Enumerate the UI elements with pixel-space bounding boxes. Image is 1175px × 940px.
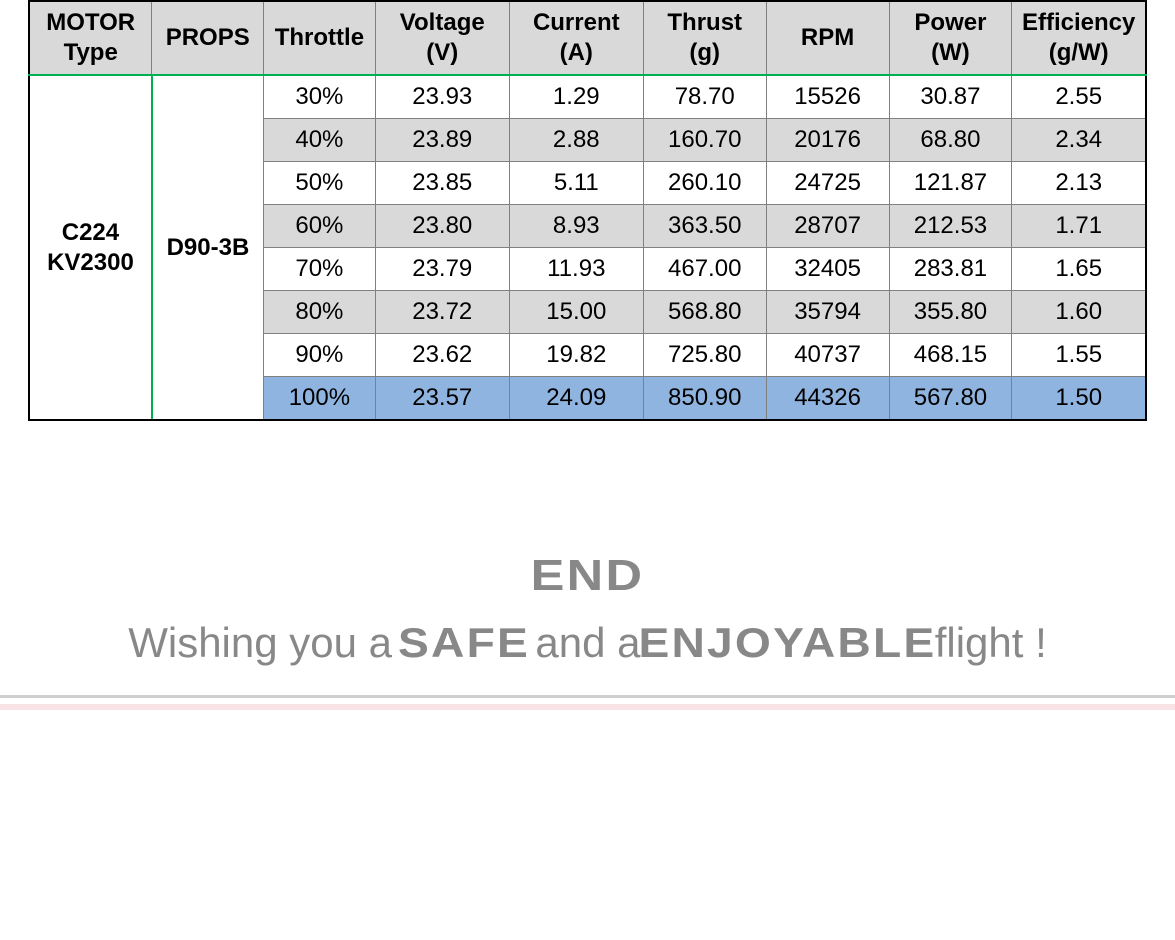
footer-block: END Wishing you a SAFE and a ENJOYABLE f… bbox=[0, 551, 1175, 667]
cell-thrust: 725.80 bbox=[643, 334, 766, 377]
cell-rpm: 24725 bbox=[766, 162, 889, 205]
cell-throttle: 40% bbox=[264, 119, 376, 162]
cell-thrust: 260.10 bbox=[643, 162, 766, 205]
cell-current: 8.93 bbox=[509, 205, 643, 248]
cell-thrust: 160.70 bbox=[643, 119, 766, 162]
cell-current: 24.09 bbox=[509, 377, 643, 421]
cell-current: 19.82 bbox=[509, 334, 643, 377]
col-header: PROPS bbox=[152, 1, 264, 75]
cell-thrust: 568.80 bbox=[643, 291, 766, 334]
wish-mid: and a bbox=[524, 619, 652, 666]
cell-power: 567.80 bbox=[889, 377, 1012, 421]
rule-pink bbox=[0, 704, 1175, 710]
cell-eff: 2.55 bbox=[1012, 75, 1146, 119]
rule-grey bbox=[0, 695, 1175, 698]
col-header: Efficiency(g/W) bbox=[1012, 1, 1146, 75]
cell-rpm: 44326 bbox=[766, 377, 889, 421]
cell-rpm: 40737 bbox=[766, 334, 889, 377]
cell-power: 355.80 bbox=[889, 291, 1012, 334]
cell-power: 121.87 bbox=[889, 162, 1012, 205]
cell-rpm: 32405 bbox=[766, 248, 889, 291]
cell-thrust: 363.50 bbox=[643, 205, 766, 248]
cell-rpm: 28707 bbox=[766, 205, 889, 248]
cell-power: 283.81 bbox=[889, 248, 1012, 291]
cell-thrust: 467.00 bbox=[643, 248, 766, 291]
cell-eff: 1.50 bbox=[1012, 377, 1146, 421]
cell-power: 468.15 bbox=[889, 334, 1012, 377]
col-header: MOTORType bbox=[29, 1, 152, 75]
cell-power: 212.53 bbox=[889, 205, 1012, 248]
cell-throttle: 90% bbox=[264, 334, 376, 377]
cell-voltage: 23.79 bbox=[375, 248, 509, 291]
cell-current: 11.93 bbox=[509, 248, 643, 291]
cell-eff: 1.71 bbox=[1012, 205, 1146, 248]
cell-current: 1.29 bbox=[509, 75, 643, 119]
cell-throttle: 30% bbox=[264, 75, 376, 119]
cell-voltage: 23.93 bbox=[375, 75, 509, 119]
col-header: Voltage(V) bbox=[375, 1, 509, 75]
cell-voltage: 23.57 bbox=[375, 377, 509, 421]
wish-suffix: flight ! bbox=[923, 619, 1047, 666]
cell-voltage: 23.85 bbox=[375, 162, 509, 205]
cell-voltage: 23.62 bbox=[375, 334, 509, 377]
end-label: END bbox=[531, 551, 645, 601]
wish-prefix: Wishing you a bbox=[128, 619, 403, 666]
wish-enjoy: ENJOYABLE bbox=[639, 619, 937, 667]
cell-current: 5.11 bbox=[509, 162, 643, 205]
col-header: Current(A) bbox=[509, 1, 643, 75]
cell-thrust: 850.90 bbox=[643, 377, 766, 421]
cell-rpm: 35794 bbox=[766, 291, 889, 334]
cell-throttle: 80% bbox=[264, 291, 376, 334]
motor-performance-table: MOTORTypePROPSThrottleVoltage(V)Current(… bbox=[28, 0, 1147, 421]
cell-eff: 1.60 bbox=[1012, 291, 1146, 334]
col-header: Power(W) bbox=[889, 1, 1012, 75]
cell-throttle: 60% bbox=[264, 205, 376, 248]
table-row: C224KV2300D90-3B30%23.931.2978.701552630… bbox=[29, 75, 1146, 119]
table-header-row: MOTORTypePROPSThrottleVoltage(V)Current(… bbox=[29, 1, 1146, 75]
col-header: Thrust(g) bbox=[643, 1, 766, 75]
cell-rpm: 20176 bbox=[766, 119, 889, 162]
cell-power: 30.87 bbox=[889, 75, 1012, 119]
cell-voltage: 23.80 bbox=[375, 205, 509, 248]
cell-throttle: 50% bbox=[264, 162, 376, 205]
cell-voltage: 23.89 bbox=[375, 119, 509, 162]
wish-safe: SAFE bbox=[398, 619, 530, 667]
cell-current: 15.00 bbox=[509, 291, 643, 334]
cell-eff: 1.65 bbox=[1012, 248, 1146, 291]
footer-rules bbox=[0, 695, 1175, 710]
props-cell: D90-3B bbox=[152, 75, 264, 420]
cell-voltage: 23.72 bbox=[375, 291, 509, 334]
cell-eff: 2.34 bbox=[1012, 119, 1146, 162]
wish-line: Wishing you a SAFE and a ENJOYABLE fligh… bbox=[0, 619, 1175, 667]
cell-eff: 2.13 bbox=[1012, 162, 1146, 205]
cell-throttle: 70% bbox=[264, 248, 376, 291]
col-header: RPM bbox=[766, 1, 889, 75]
cell-throttle: 100% bbox=[264, 377, 376, 421]
cell-thrust: 78.70 bbox=[643, 75, 766, 119]
motor-type-cell: C224KV2300 bbox=[29, 75, 152, 420]
cell-eff: 1.55 bbox=[1012, 334, 1146, 377]
cell-power: 68.80 bbox=[889, 119, 1012, 162]
col-header: Throttle bbox=[264, 1, 376, 75]
cell-current: 2.88 bbox=[509, 119, 643, 162]
cell-rpm: 15526 bbox=[766, 75, 889, 119]
